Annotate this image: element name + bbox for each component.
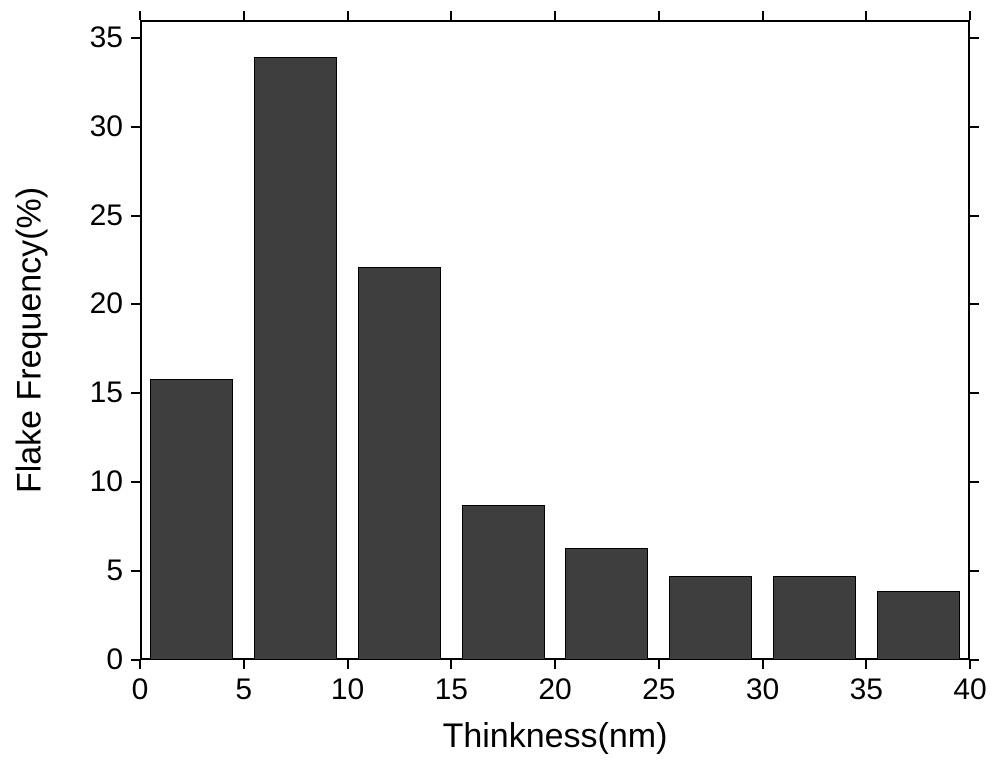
x-tick-label: 25	[642, 673, 675, 707]
y-tick-label: 15	[0, 376, 123, 410]
x-tick-label: 0	[132, 673, 149, 707]
y-tick-label: 0	[0, 643, 123, 677]
x-tick	[865, 11, 867, 20]
x-tick	[139, 660, 141, 669]
x-tick	[658, 11, 660, 20]
y-tick-label: 25	[0, 199, 123, 233]
y-tick	[970, 659, 979, 661]
x-tick	[865, 660, 867, 669]
y-tick	[131, 126, 140, 128]
x-tick-label: 10	[331, 673, 364, 707]
histogram-bar	[669, 576, 752, 660]
y-tick-label: 5	[0, 554, 123, 588]
x-tick-label: 40	[953, 673, 986, 707]
x-tick	[243, 660, 245, 669]
y-tick	[970, 215, 979, 217]
x-tick-label: 35	[850, 673, 883, 707]
x-tick	[347, 11, 349, 20]
y-tick	[970, 126, 979, 128]
x-tick	[139, 11, 141, 20]
y-tick-label: 10	[0, 465, 123, 499]
y-tick	[131, 481, 140, 483]
x-tick	[762, 660, 764, 669]
x-axis-title: Thinkness(nm)	[443, 717, 668, 756]
histogram-chart: Flake Frequency(%) Thinkness(nm) 0 5 10 15 2…	[0, 0, 1000, 771]
histogram-bar	[254, 57, 337, 660]
x-tick-label: 30	[746, 673, 779, 707]
y-tick-label: 30	[0, 110, 123, 144]
y-tick	[970, 570, 979, 572]
histogram-bar	[358, 267, 441, 660]
histogram-bar	[462, 505, 545, 660]
y-tick	[131, 570, 140, 572]
x-tick	[554, 11, 556, 20]
histogram-bar	[773, 576, 856, 660]
y-tick	[970, 481, 979, 483]
y-tick	[970, 37, 979, 39]
x-tick	[762, 11, 764, 20]
x-tick	[969, 11, 971, 20]
x-tick-label: 5	[235, 673, 252, 707]
y-tick	[131, 303, 140, 305]
x-tick	[554, 660, 556, 669]
x-tick	[243, 11, 245, 20]
x-tick-label: 20	[538, 673, 571, 707]
histogram-bar	[565, 548, 648, 660]
x-tick	[347, 660, 349, 669]
x-tick-label: 15	[435, 673, 468, 707]
y-tick	[131, 392, 140, 394]
y-tick-label: 20	[0, 287, 123, 321]
x-tick	[450, 11, 452, 20]
x-tick	[658, 660, 660, 669]
y-tick-label: 35	[0, 21, 123, 55]
x-tick	[450, 660, 452, 669]
y-tick	[131, 37, 140, 39]
y-tick	[970, 392, 979, 394]
histogram-bar	[150, 379, 233, 660]
y-axis-title: Flake Frequency(%)	[11, 187, 50, 493]
y-tick	[131, 215, 140, 217]
histogram-bar	[877, 591, 960, 660]
x-tick	[969, 660, 971, 669]
y-tick	[970, 303, 979, 305]
